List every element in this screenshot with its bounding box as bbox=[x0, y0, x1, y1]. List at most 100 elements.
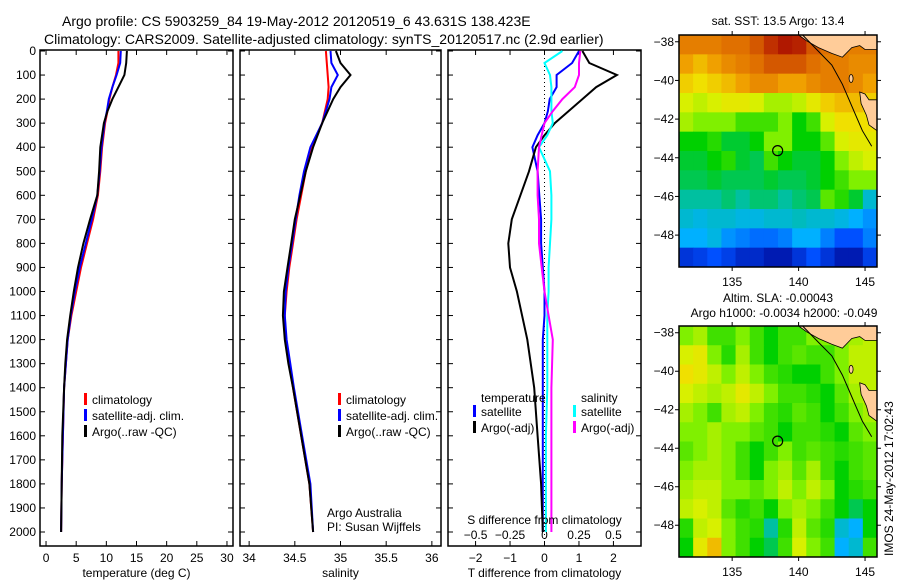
map-cell bbox=[735, 54, 751, 75]
map-cell bbox=[792, 383, 807, 404]
sla-map-title: Altim. SLA: -0.00043 bbox=[723, 291, 833, 305]
map-cell bbox=[721, 441, 737, 462]
map-cell bbox=[806, 460, 821, 481]
map-cell bbox=[679, 364, 694, 385]
y-tick-label: −44 bbox=[654, 441, 675, 455]
map-cell bbox=[693, 364, 708, 385]
map-cell bbox=[707, 189, 722, 210]
map-cell bbox=[749, 441, 765, 462]
map-cell bbox=[707, 537, 722, 558]
map-cell bbox=[806, 189, 821, 210]
y-tick-label: −48 bbox=[654, 228, 675, 242]
y-tick-label: −38 bbox=[654, 326, 675, 340]
map-cell bbox=[693, 383, 708, 404]
x-tick-label: 2 bbox=[610, 551, 617, 565]
map-cell bbox=[792, 189, 807, 210]
map-cell bbox=[735, 326, 751, 346]
map-cell bbox=[707, 54, 722, 75]
map-cell bbox=[679, 537, 694, 558]
map-cell bbox=[820, 151, 836, 171]
map-cell bbox=[735, 35, 751, 55]
x-tick-label: 140 bbox=[789, 565, 809, 579]
map-cell bbox=[735, 518, 751, 539]
legend-swatch bbox=[573, 421, 576, 433]
map-cell bbox=[834, 112, 850, 133]
x-tick-label: 0 bbox=[541, 551, 548, 565]
map-cell bbox=[862, 228, 878, 249]
map-cell bbox=[820, 112, 836, 133]
s-diff-xlabel: S difference from climatology bbox=[467, 513, 622, 527]
map-cell bbox=[820, 93, 836, 113]
map-cell bbox=[792, 499, 807, 519]
temperature-line-satellite-adj bbox=[60, 50, 122, 533]
map-cell bbox=[834, 480, 850, 500]
map-cell bbox=[749, 383, 765, 404]
map-cell bbox=[735, 499, 751, 519]
map-cell bbox=[679, 518, 694, 539]
y-tick-label: 1600 bbox=[9, 429, 36, 443]
x-tick-label: 135 bbox=[722, 275, 742, 289]
map-cell bbox=[806, 170, 821, 191]
map-cell bbox=[735, 480, 751, 500]
map-cell bbox=[848, 499, 864, 519]
map-cell bbox=[721, 403, 737, 423]
title-line2: Climatology: CARS2009. Satellite-adjuste… bbox=[44, 31, 604, 47]
map-cell bbox=[862, 441, 878, 462]
map-cell bbox=[763, 93, 779, 113]
map-cell bbox=[792, 441, 807, 462]
map-frame bbox=[678, 325, 878, 558]
map-cell bbox=[749, 209, 765, 229]
map-cell bbox=[834, 131, 850, 152]
y-tick-label: 1400 bbox=[9, 381, 36, 395]
map-cell bbox=[778, 345, 793, 365]
map-cell bbox=[735, 422, 751, 442]
map-cell bbox=[735, 73, 751, 94]
map-cell bbox=[778, 364, 793, 385]
x-tick-label: 15 bbox=[130, 551, 144, 565]
map-cell bbox=[721, 326, 737, 346]
map-cell bbox=[679, 228, 694, 249]
legend-label: climatology bbox=[92, 393, 152, 407]
y-tick-label: −46 bbox=[654, 189, 675, 203]
map-cell bbox=[763, 54, 779, 75]
map-cell bbox=[735, 112, 751, 133]
map-cell bbox=[763, 326, 779, 346]
map-cell bbox=[792, 209, 807, 229]
map-cell bbox=[848, 480, 864, 500]
map-cell bbox=[679, 170, 694, 191]
map-cell bbox=[749, 73, 765, 94]
map-cell bbox=[763, 518, 779, 539]
map-cell bbox=[679, 151, 694, 171]
map-cell bbox=[707, 35, 722, 55]
map-cell bbox=[679, 112, 694, 133]
map-cell bbox=[862, 189, 878, 210]
map-cell bbox=[834, 499, 850, 519]
map-cell bbox=[679, 189, 694, 210]
map-cell bbox=[707, 73, 722, 94]
x-tick-label: 25 bbox=[190, 551, 204, 565]
map-cell bbox=[834, 345, 850, 365]
map-cell bbox=[693, 189, 708, 210]
map-cell bbox=[735, 364, 751, 385]
map-cell bbox=[778, 403, 793, 423]
map-cell bbox=[721, 170, 737, 191]
map-cell bbox=[792, 112, 807, 133]
map-cell bbox=[820, 247, 836, 268]
map-cell bbox=[778, 499, 793, 519]
map-cell bbox=[735, 247, 751, 268]
map-cell bbox=[693, 35, 708, 55]
map-cell bbox=[862, 151, 878, 171]
map-cell bbox=[792, 326, 807, 346]
y-tick-label: −46 bbox=[654, 480, 675, 494]
map-cell bbox=[693, 93, 708, 113]
map-cell bbox=[749, 35, 765, 55]
map-cell bbox=[693, 112, 708, 133]
map-cell bbox=[834, 518, 850, 539]
bathymetry-contour bbox=[802, 34, 873, 147]
x-tick-label: 34 bbox=[242, 551, 256, 565]
x-tick-label: −2 bbox=[469, 551, 483, 565]
map-cell bbox=[735, 403, 751, 423]
legend-swatch bbox=[338, 425, 341, 437]
map-cell bbox=[792, 35, 807, 55]
